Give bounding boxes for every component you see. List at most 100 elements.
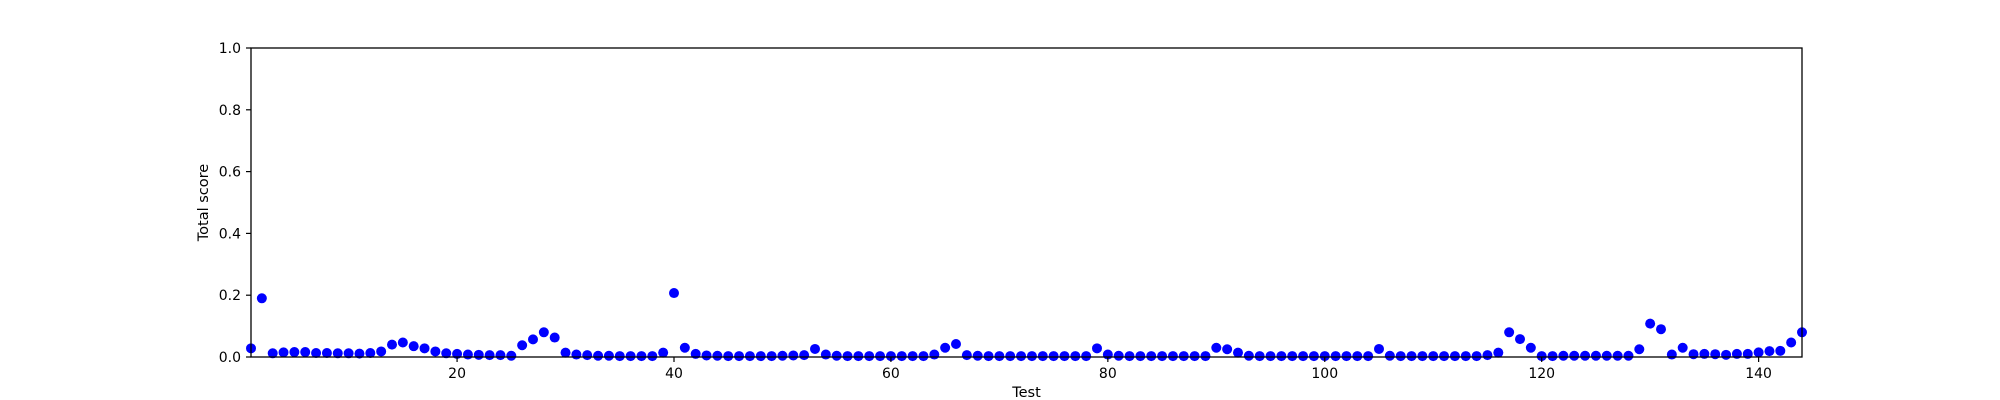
data-point xyxy=(734,351,745,362)
data-point xyxy=(1330,351,1341,362)
data-point xyxy=(983,351,994,362)
data-point xyxy=(1016,351,1027,362)
data-point xyxy=(1612,350,1623,361)
data-point xyxy=(1254,351,1265,362)
data-point xyxy=(365,347,376,358)
data-point xyxy=(1037,351,1048,362)
data-point xyxy=(441,348,452,359)
data-point xyxy=(1515,334,1525,345)
data-point xyxy=(951,339,961,350)
data-point xyxy=(528,334,538,345)
data-point xyxy=(571,349,582,360)
data-point xyxy=(1721,349,1732,360)
data-point xyxy=(1439,351,1450,362)
data-point xyxy=(506,350,517,361)
data-point xyxy=(1580,350,1591,361)
data-point xyxy=(408,341,419,352)
data-point xyxy=(376,346,387,357)
y-axis-label: Total score xyxy=(196,164,212,243)
data-point xyxy=(1178,351,1189,362)
data-point xyxy=(1753,347,1764,358)
data-point xyxy=(712,350,723,361)
data-point xyxy=(788,350,799,361)
data-point xyxy=(1384,350,1395,361)
data-point xyxy=(1482,350,1493,361)
data-point xyxy=(1634,344,1645,355)
data-point xyxy=(1167,351,1178,362)
data-point xyxy=(1308,351,1319,362)
data-point xyxy=(658,347,669,358)
data-point xyxy=(1656,324,1666,335)
data-point xyxy=(647,351,658,362)
data-point xyxy=(1124,351,1135,362)
data-point xyxy=(994,351,1005,362)
data-point xyxy=(961,350,972,361)
data-point xyxy=(940,342,951,353)
data-point xyxy=(1298,351,1309,362)
data-point xyxy=(289,347,300,358)
data-point xyxy=(462,349,473,360)
data-point xyxy=(1645,318,1656,329)
data-point xyxy=(896,351,907,362)
data-point xyxy=(810,343,820,354)
data-point xyxy=(799,350,810,361)
data-point xyxy=(484,350,495,361)
data-point xyxy=(766,351,777,362)
y-tick-label: 0.4 xyxy=(219,226,241,242)
data-point xyxy=(1460,351,1471,362)
data-point xyxy=(1775,345,1786,356)
data-point xyxy=(1677,342,1688,353)
data-point xyxy=(1352,351,1363,362)
data-point xyxy=(907,351,918,362)
data-point xyxy=(1504,327,1515,338)
data-point xyxy=(1710,349,1721,360)
data-point xyxy=(1287,351,1298,362)
data-point xyxy=(1569,350,1580,361)
data-point xyxy=(820,349,831,360)
data-point xyxy=(321,347,332,358)
data-point xyxy=(1623,350,1634,361)
data-point xyxy=(256,293,267,304)
data-point xyxy=(311,347,322,358)
y-tick-label: 0.2 xyxy=(219,288,241,304)
data-point xyxy=(744,351,755,362)
y-tick-label: 0.6 xyxy=(219,165,241,181)
data-point xyxy=(1157,351,1168,362)
data-point xyxy=(430,346,441,357)
data-point xyxy=(1601,350,1612,361)
data-point xyxy=(1222,344,1233,355)
data-point xyxy=(1319,351,1330,362)
data-point xyxy=(1026,351,1037,362)
data-point xyxy=(267,348,278,359)
data-point xyxy=(1471,351,1482,362)
y-tick-label: 0.0 xyxy=(219,350,241,366)
data-point xyxy=(723,351,734,362)
x-tick-label: 140 xyxy=(1745,366,1772,382)
data-point xyxy=(1265,351,1276,362)
x-axis-label: Test xyxy=(1011,385,1041,400)
data-point xyxy=(1428,351,1439,362)
data-point xyxy=(1005,351,1016,362)
data-point xyxy=(1048,351,1059,362)
data-point xyxy=(1341,351,1352,362)
data-point xyxy=(875,351,886,362)
data-point xyxy=(549,332,560,343)
data-point xyxy=(1590,350,1601,361)
data-point xyxy=(1200,351,1211,362)
data-point xyxy=(300,347,311,358)
data-point xyxy=(354,348,365,359)
data-point xyxy=(625,351,636,362)
data-point xyxy=(1189,351,1200,362)
data-point xyxy=(560,347,571,358)
data-point xyxy=(387,339,397,350)
data-point xyxy=(1092,343,1102,354)
data-point xyxy=(1558,350,1569,361)
data-point xyxy=(1547,351,1558,362)
data-point xyxy=(1276,351,1287,362)
x-tick-label: 20 xyxy=(448,366,466,382)
x-tick-label: 60 xyxy=(882,366,900,382)
data-point xyxy=(1070,351,1081,362)
data-point xyxy=(538,327,549,338)
